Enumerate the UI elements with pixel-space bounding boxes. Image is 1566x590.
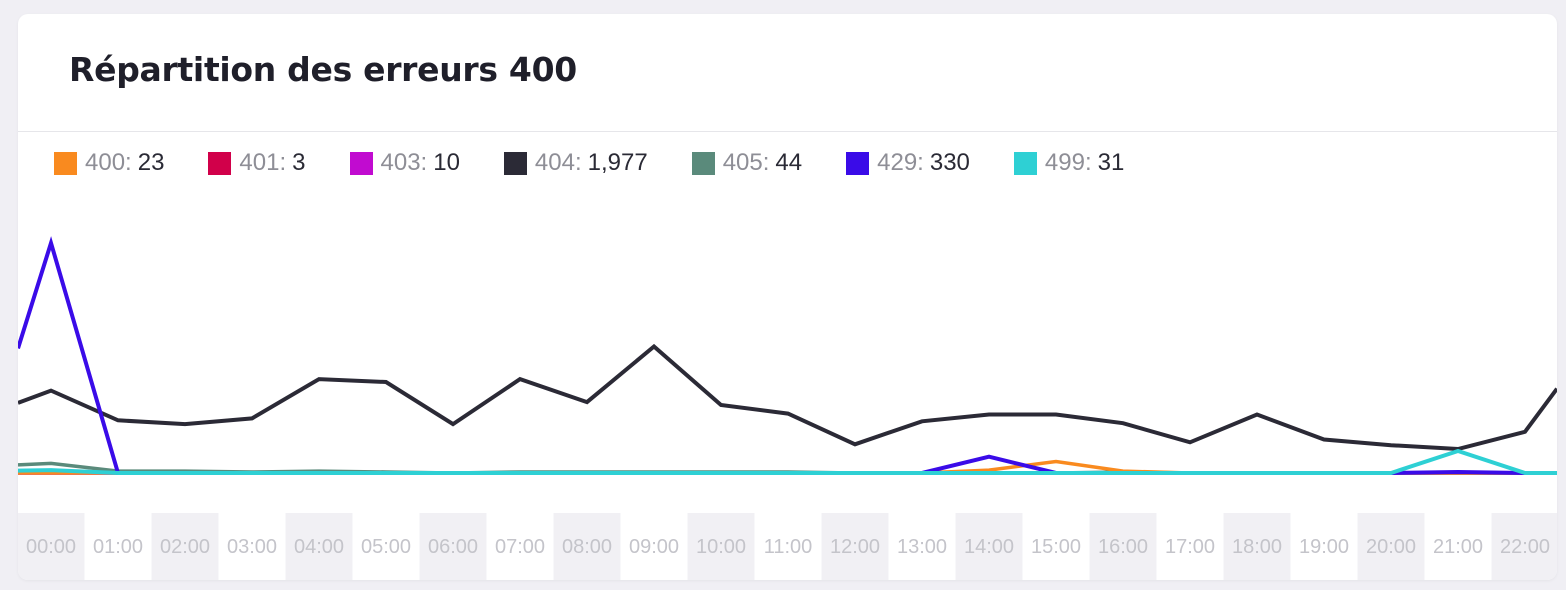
- legend-swatch-403: [349, 151, 373, 175]
- legend-code: 404: [534, 149, 575, 176]
- legend-separator: :: [762, 149, 770, 176]
- x-axis-band: [285, 513, 353, 580]
- x-tick-label: 01:00: [93, 536, 143, 558]
- legend-code: 405: [722, 149, 763, 176]
- legend-swatch-404: [503, 151, 527, 175]
- legend-value: 23: [137, 149, 165, 176]
- x-tick-label: 02:00: [160, 536, 210, 558]
- line-chart: 00:00 01:00 02:00 03:00 04:00 05:00 06:00 07:00…: [18, 236, 1557, 580]
- legend-swatch-499: [1013, 151, 1037, 175]
- legend-separator: :: [125, 149, 132, 176]
- legend-swatch-429: [846, 151, 870, 175]
- legend-value: 3: [292, 149, 306, 176]
- legend-item-404[interactable]: 404:1,977: [503, 149, 648, 177]
- x-tick-label: 10:00: [696, 536, 746, 558]
- x-axis-band: [687, 513, 755, 580]
- x-tick-label: 05:00: [361, 536, 411, 558]
- legend-item-405[interactable]: 405:44: [691, 149, 803, 177]
- legend-item-400[interactable]: 400:23: [54, 149, 164, 177]
- chart-card: Répartition des erreurs 400 400:23 401:3 4…: [18, 14, 1557, 580]
- x-axis-band: [1491, 513, 1557, 580]
- legend-code: 400: [85, 149, 126, 176]
- legend-item-401[interactable]: 401:3: [208, 149, 306, 177]
- legend-separator: :: [420, 149, 428, 176]
- legend-value: 31: [1097, 149, 1125, 176]
- x-tick-label: 04:00: [294, 536, 344, 558]
- x-tick-label: 15:00: [1031, 536, 1081, 558]
- x-tick-label: 16:00: [1098, 536, 1148, 558]
- x-axis-band: [821, 513, 889, 580]
- x-tick-label: 20:00: [1366, 536, 1416, 558]
- legend-value: 44: [775, 149, 803, 176]
- legend-value: 330: [929, 149, 970, 176]
- x-axis-band: [419, 513, 487, 580]
- legend-item-499[interactable]: 499:31: [1013, 149, 1125, 177]
- x-tick-label: 22:00: [1500, 536, 1550, 558]
- x-tick-label: 18:00: [1232, 536, 1282, 558]
- legend-item-403[interactable]: 403:10: [349, 149, 460, 177]
- legend-code: 403: [380, 149, 421, 176]
- x-tick-label: 17:00: [1165, 536, 1215, 558]
- legend-code: 499: [1044, 149, 1085, 176]
- legend-swatch-401: [208, 151, 232, 175]
- x-tick-label: 21:00: [1433, 536, 1483, 558]
- x-tick-label: 12:00: [830, 536, 880, 558]
- x-axis-band: [18, 513, 85, 580]
- x-axis-band: [1357, 513, 1425, 580]
- series-line-499: [18, 448, 1557, 475]
- x-tick-label: 09:00: [629, 536, 679, 558]
- x-tick-label: 07:00: [495, 536, 545, 558]
- x-tick-label: 14:00: [964, 536, 1014, 558]
- x-axis: 00:00 01:00 02:00 03:00 04:00 05:00 06:00 07:00…: [18, 513, 1557, 580]
- x-tick-label: 06:00: [428, 536, 478, 558]
- legend-separator: :: [574, 149, 582, 176]
- chart-legend: 400:23 401:3 403:10 404:1,977 405:44 429:330 4…: [54, 148, 1168, 178]
- legend-item-429[interactable]: 429:330: [846, 149, 970, 177]
- legend-separator: :: [279, 149, 287, 176]
- legend-separator: :: [917, 149, 924, 176]
- x-tick-label: 19:00: [1299, 536, 1349, 558]
- x-tick-label: 13:00: [897, 536, 947, 558]
- card-title: Répartition des erreurs 400: [69, 50, 577, 89]
- x-tick-label: 00:00: [26, 536, 76, 558]
- legend-swatch-405: [691, 151, 715, 175]
- x-axis-band: [955, 513, 1023, 580]
- x-tick-label: 11:00: [764, 536, 813, 558]
- series-line-404: [18, 343, 1557, 452]
- card-header: Répartition des erreurs 400: [18, 14, 1557, 132]
- x-tick-label: 03:00: [227, 536, 277, 558]
- legend-value: 1,977: [587, 149, 648, 176]
- legend-separator: :: [1084, 149, 1092, 176]
- legend-code: 429: [877, 149, 918, 176]
- x-axis-band: [553, 513, 621, 580]
- x-axis-band: [151, 513, 219, 580]
- legend-swatch-400: [54, 151, 77, 175]
- x-tick-label: 08:00: [562, 536, 612, 558]
- legend-value: 10: [433, 149, 460, 176]
- legend-code: 401: [239, 149, 280, 176]
- x-axis-band: [1223, 513, 1291, 580]
- x-axis-band: [1089, 513, 1157, 580]
